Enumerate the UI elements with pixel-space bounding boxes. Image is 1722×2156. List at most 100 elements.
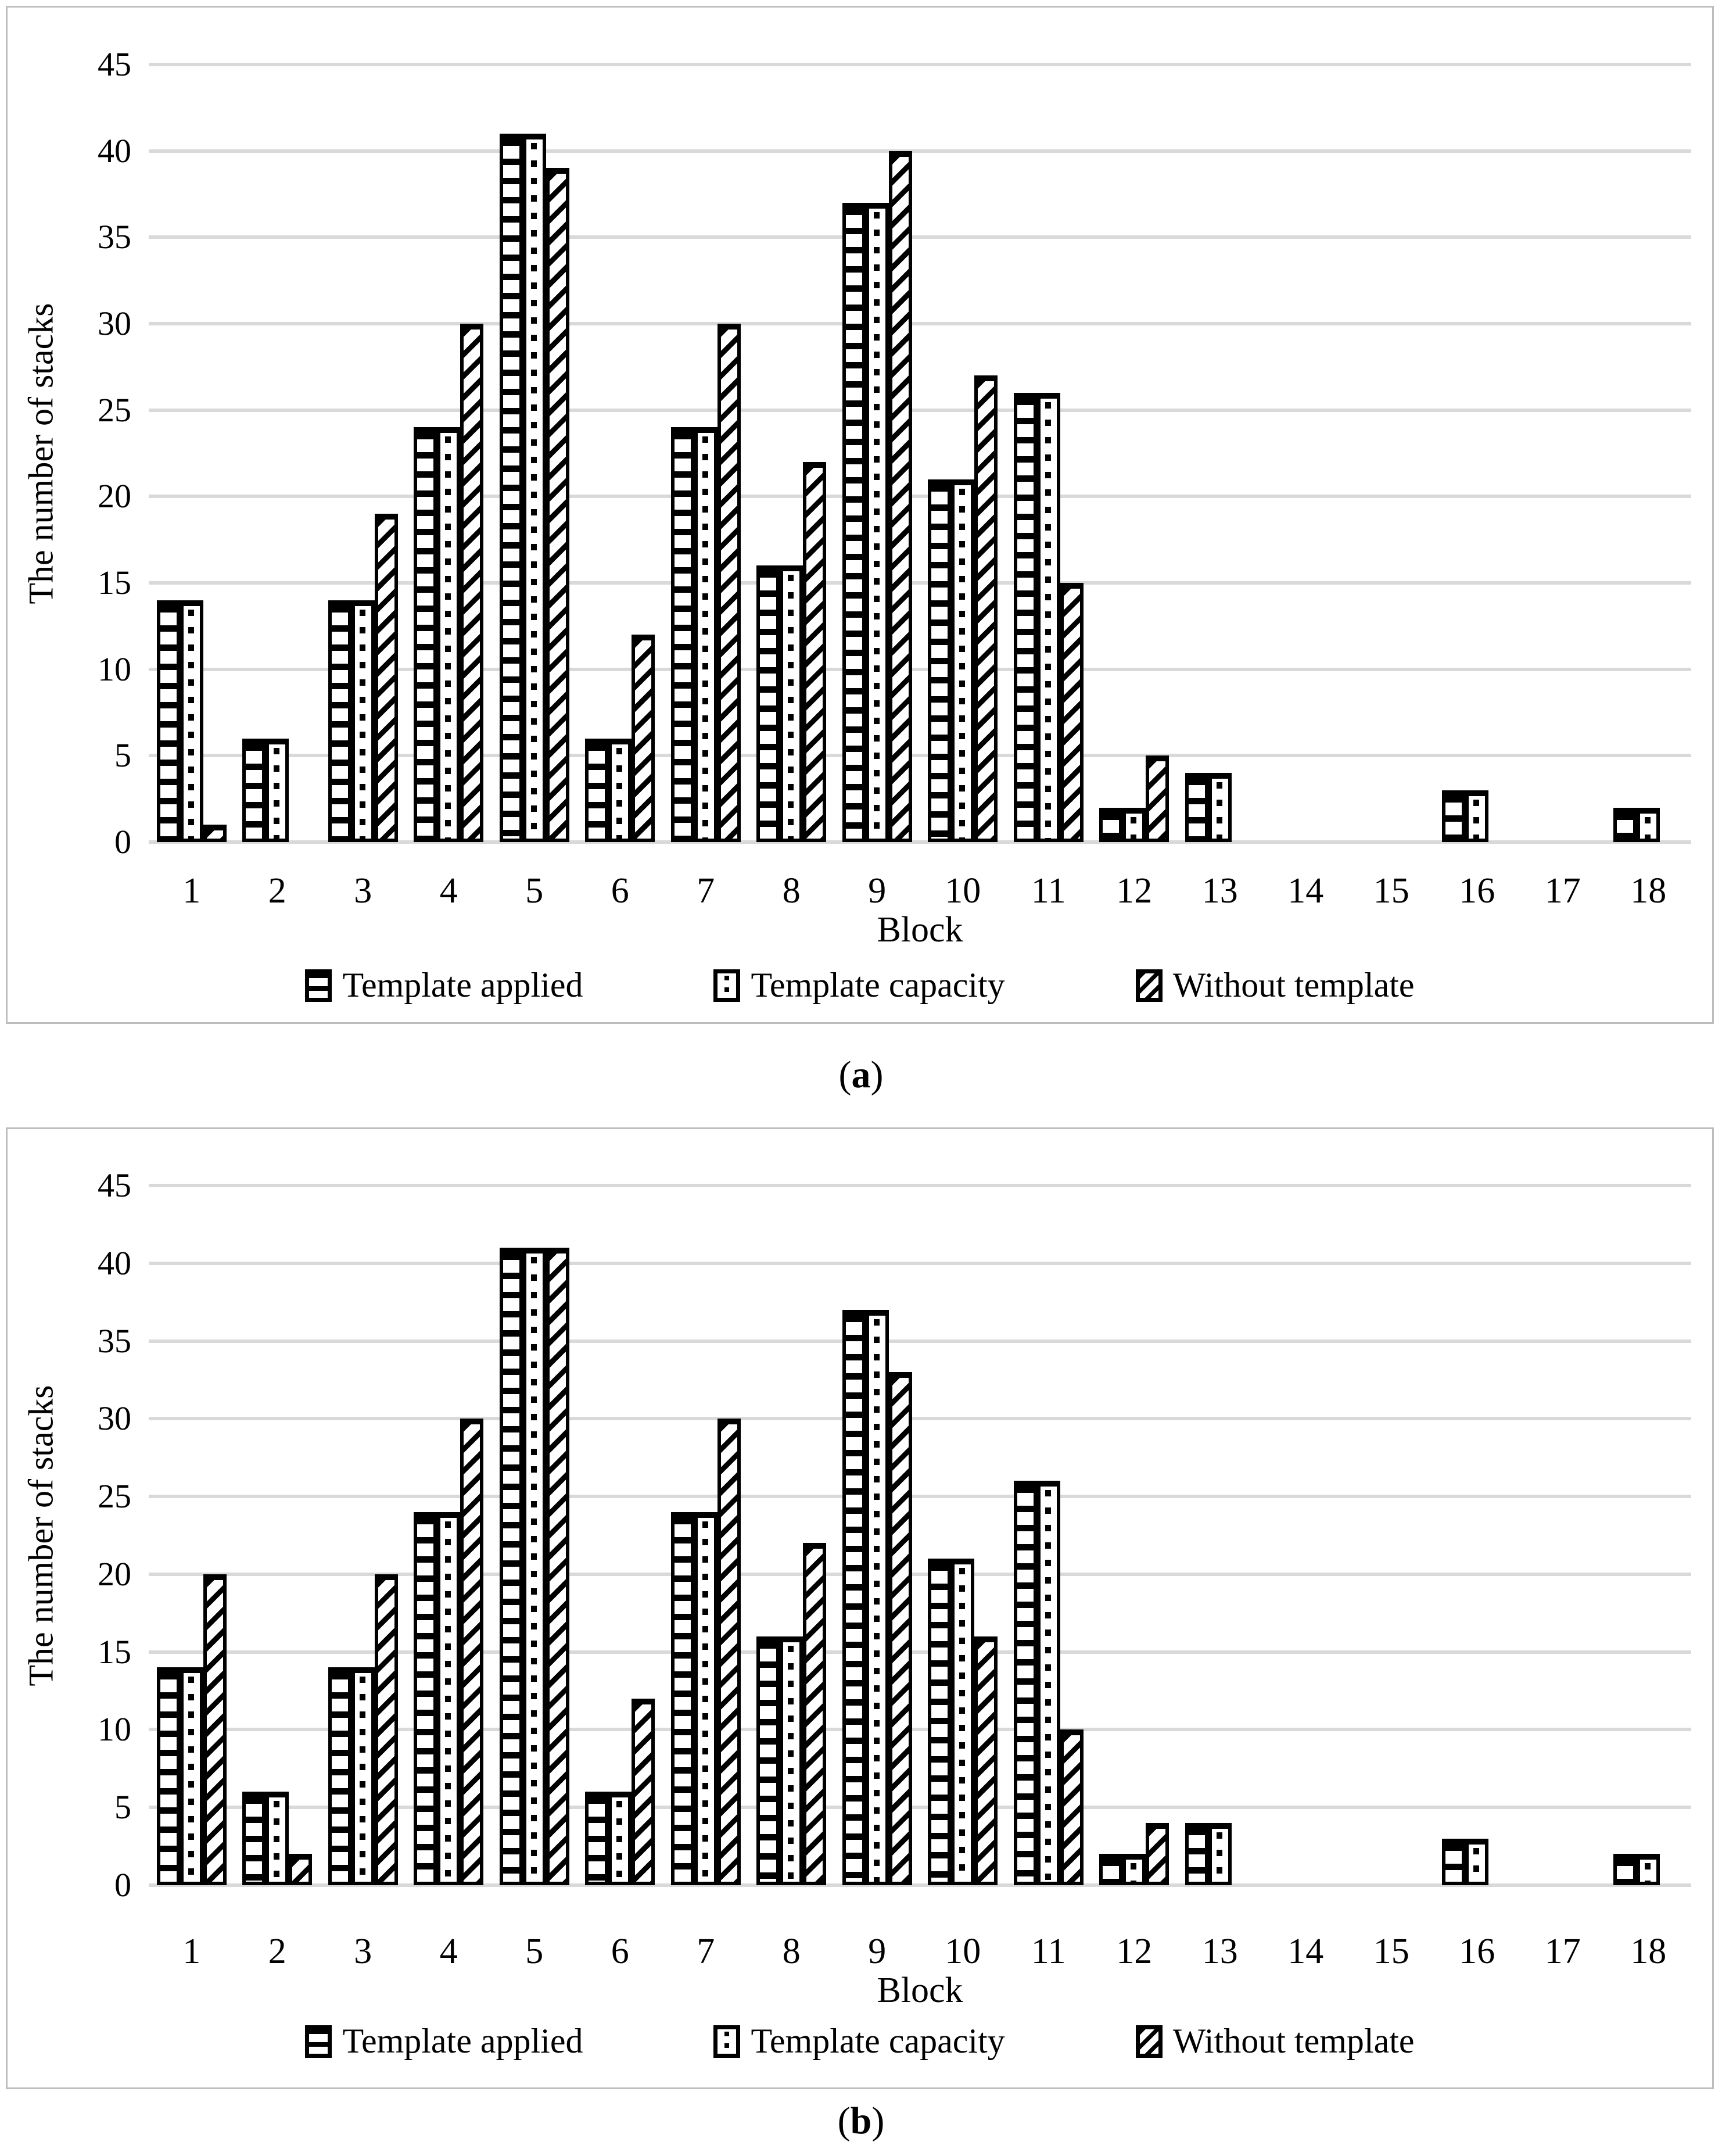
legend-swatch-without-template bbox=[1135, 2025, 1163, 2058]
bar-template-applied-block-6 bbox=[585, 1792, 608, 1885]
gridline-30 bbox=[149, 1417, 1691, 1421]
bar-without-template-block-4 bbox=[460, 324, 483, 842]
bar-template-applied-block-9 bbox=[842, 203, 866, 842]
y-tick-label-30: 30 bbox=[98, 305, 131, 342]
bar-template-applied-block-18 bbox=[1613, 1854, 1637, 1885]
y-tick-label-40: 40 bbox=[98, 1244, 131, 1282]
legend-swatch-template-applied bbox=[305, 969, 332, 1002]
x-tick-label-5: 5 bbox=[525, 871, 544, 911]
y-axis-title-a: The number of stacks bbox=[18, 65, 64, 842]
gridline-45 bbox=[149, 63, 1691, 66]
x-tick-label-17: 17 bbox=[1544, 871, 1581, 911]
legend-item-template-capacity: Template capacity bbox=[713, 2021, 1005, 2061]
bar-template-applied-block-1 bbox=[157, 1667, 180, 1885]
gridline-35 bbox=[149, 1339, 1691, 1343]
y-tick-label-10: 10 bbox=[98, 650, 131, 688]
bar-template-capacity-block-16 bbox=[1465, 1839, 1488, 1885]
y-tick-label-45: 45 bbox=[98, 1166, 131, 1204]
x-tick-label-16: 16 bbox=[1459, 1932, 1495, 1971]
gridline-5 bbox=[149, 1806, 1691, 1810]
caption-b-close: ) bbox=[871, 2100, 885, 2142]
x-tick-label-17: 17 bbox=[1544, 1932, 1581, 1971]
bar-without-template-block-10 bbox=[974, 1636, 998, 1885]
gridline-10 bbox=[149, 667, 1691, 671]
bar-without-template-block-8 bbox=[803, 462, 826, 842]
x-tick-label-9: 9 bbox=[868, 1932, 887, 1971]
x-tick-label-1: 1 bbox=[182, 1932, 201, 1971]
y-axis-title-text: The number of stacks bbox=[21, 302, 60, 604]
x-tick-label-8: 8 bbox=[782, 1932, 801, 1971]
y-tick-label-25: 25 bbox=[98, 1477, 131, 1516]
bar-template-applied-block-11 bbox=[1014, 393, 1037, 842]
bar-template-capacity-block-8 bbox=[780, 1636, 803, 1885]
legend-label-without-template: Without template bbox=[1172, 966, 1415, 1004]
bar-template-applied-block-4 bbox=[414, 427, 437, 842]
caption-b: (b) bbox=[0, 2099, 1722, 2143]
bar-without-template-block-7 bbox=[718, 324, 741, 842]
x-tick-label-5: 5 bbox=[525, 1932, 544, 1971]
gridline-35 bbox=[149, 235, 1691, 239]
bar-without-template-block-1 bbox=[203, 1574, 227, 1885]
gridline-0 bbox=[149, 840, 1691, 844]
bar-template-capacity-block-4 bbox=[437, 427, 460, 842]
bar-template-capacity-block-7 bbox=[694, 1512, 718, 1885]
x-tick-label-6: 6 bbox=[611, 871, 629, 911]
x-tick-label-14: 14 bbox=[1287, 871, 1324, 911]
x-tick-label-3: 3 bbox=[354, 1932, 372, 1971]
bar-template-applied-block-5 bbox=[500, 1248, 523, 1885]
x-tick-label-15: 15 bbox=[1373, 871, 1409, 911]
legend-label-template-capacity: Template capacity bbox=[751, 966, 1005, 1004]
gridline-45 bbox=[149, 1184, 1691, 1187]
x-tick-label-16: 16 bbox=[1459, 871, 1495, 911]
bar-template-capacity-block-6 bbox=[608, 1792, 632, 1885]
x-tick-label-8: 8 bbox=[782, 871, 801, 911]
legend-item-without-template: Without template bbox=[1135, 2021, 1415, 2061]
y-tick-label-35: 35 bbox=[98, 1321, 131, 1360]
y-tick-label-20: 20 bbox=[98, 477, 131, 515]
bar-without-template-block-12 bbox=[1146, 755, 1169, 842]
y-tick-label-40: 40 bbox=[98, 131, 131, 170]
legend-item-without-template: Without template bbox=[1135, 965, 1415, 1005]
bar-template-capacity-block-13 bbox=[1208, 1823, 1232, 1885]
x-tick-label-9: 9 bbox=[868, 871, 887, 911]
bar-template-applied-block-11 bbox=[1014, 1481, 1037, 1885]
bar-template-capacity-block-1 bbox=[180, 600, 203, 842]
legend-item-template-capacity: Template capacity bbox=[713, 965, 1005, 1005]
y-tick-label-5: 5 bbox=[114, 1788, 131, 1826]
bar-template-applied-block-16 bbox=[1442, 1839, 1465, 1885]
bar-template-applied-block-10 bbox=[928, 479, 951, 842]
bar-without-template-block-5 bbox=[546, 168, 569, 842]
y-tick-label-20: 20 bbox=[98, 1555, 131, 1593]
y-tick-label-0: 0 bbox=[114, 1866, 131, 1904]
x-tick-label-2: 2 bbox=[268, 1932, 286, 1971]
y-tick-label-15: 15 bbox=[98, 1632, 131, 1671]
x-tick-label-13: 13 bbox=[1201, 871, 1238, 911]
bar-template-applied-block-7 bbox=[671, 1512, 694, 1885]
y-tick-label-25: 25 bbox=[98, 391, 131, 429]
bar-template-applied-block-9 bbox=[842, 1310, 866, 1885]
bar-template-applied-block-4 bbox=[414, 1512, 437, 1885]
gridline-20 bbox=[149, 1572, 1691, 1576]
x-tick-label-12: 12 bbox=[1116, 871, 1153, 911]
x-axis-title-a: Block bbox=[877, 910, 963, 950]
bar-template-capacity-block-12 bbox=[1122, 1854, 1146, 1885]
panel-b: The number of stacks 0 5 10 15 20 25 30 35 40 45 … bbox=[6, 1127, 1714, 2089]
bar-template-capacity-block-7 bbox=[694, 427, 718, 842]
bar-without-template-block-9 bbox=[889, 151, 912, 842]
bar-template-capacity-block-5 bbox=[523, 134, 546, 842]
bar-template-capacity-block-6 bbox=[608, 739, 632, 842]
x-tick-label-12: 12 bbox=[1116, 1932, 1153, 1971]
bar-without-template-block-6 bbox=[632, 1699, 655, 1885]
x-tick-label-13: 13 bbox=[1201, 1932, 1238, 1971]
x-tick-label-10: 10 bbox=[945, 871, 981, 911]
bar-without-template-block-3 bbox=[375, 514, 398, 842]
bar-template-capacity-block-2 bbox=[266, 739, 289, 842]
caption-a: (a) bbox=[0, 1053, 1722, 1097]
x-tick-label-15: 15 bbox=[1373, 1932, 1409, 1971]
plot-area-a: 0 5 10 15 20 25 30 35 40 45 bbox=[98, 45, 1691, 861]
legend-label-template-applied: Template applied bbox=[342, 2022, 583, 2060]
bar-template-applied-block-7 bbox=[671, 427, 694, 842]
legend-swatch-template-capacity bbox=[713, 969, 741, 1002]
x-tick-label-1: 1 bbox=[182, 871, 201, 911]
bar-without-template-block-4 bbox=[460, 1419, 483, 1885]
